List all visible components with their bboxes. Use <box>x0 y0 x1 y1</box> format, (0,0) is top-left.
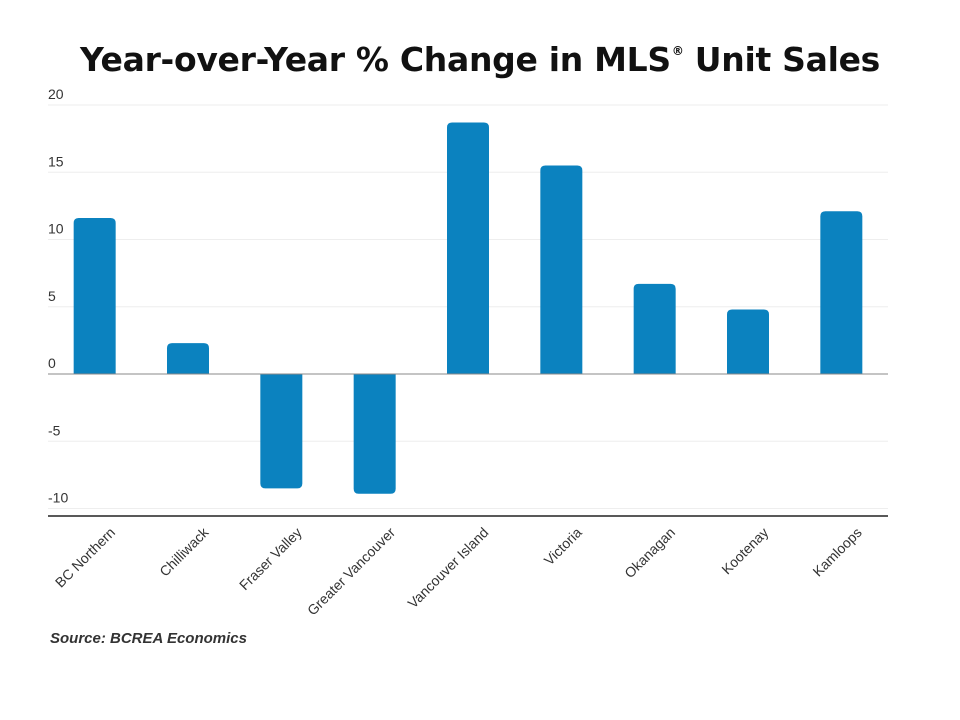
bar-bc-northern <box>73 217 116 374</box>
bar-kamloops <box>820 211 863 374</box>
chart-title: Year-over-Year % Change in MLS® Unit Sal… <box>0 40 960 79</box>
chart-title-suffix: Unit Sales <box>683 40 881 79</box>
x-tick-label: BC Northern <box>52 524 118 590</box>
x-tick-label: Okanagan <box>621 524 678 581</box>
bar-chilliwack <box>167 343 209 374</box>
bar-victoria <box>540 165 583 374</box>
x-tick-label: Victoria <box>541 524 585 568</box>
bar-okanagan <box>633 283 676 374</box>
x-tick-label: Fraser Valley <box>236 524 305 593</box>
y-tick-label: -5 <box>48 422 61 438</box>
y-tick-label: -10 <box>48 490 68 506</box>
y-tick-label: 0 <box>48 355 56 371</box>
y-tick-label: 20 <box>48 86 64 102</box>
x-tick-label: Vancouver Island <box>404 524 491 611</box>
x-tick-label: Kamloops <box>809 524 864 579</box>
source-note: Source: BCREA Economics <box>50 630 247 647</box>
x-tick-label: Kootenay <box>718 524 771 577</box>
y-tick-label: 10 <box>48 221 64 237</box>
bar-greater-vancouver <box>353 374 396 494</box>
chart-title-text: Year-over-Year % Change in MLS <box>79 40 671 79</box>
bar-kootenay <box>727 309 769 374</box>
bar-fraser-valley <box>260 374 303 489</box>
x-tick-label: Chilliwack <box>156 523 212 579</box>
y-tick-label: 5 <box>48 288 56 304</box>
x-tick-label: Greater Vancouver <box>304 524 398 618</box>
registered-mark: ® <box>671 44 684 58</box>
y-tick-label: 15 <box>48 153 64 169</box>
bar-vancouver-island <box>447 122 489 374</box>
